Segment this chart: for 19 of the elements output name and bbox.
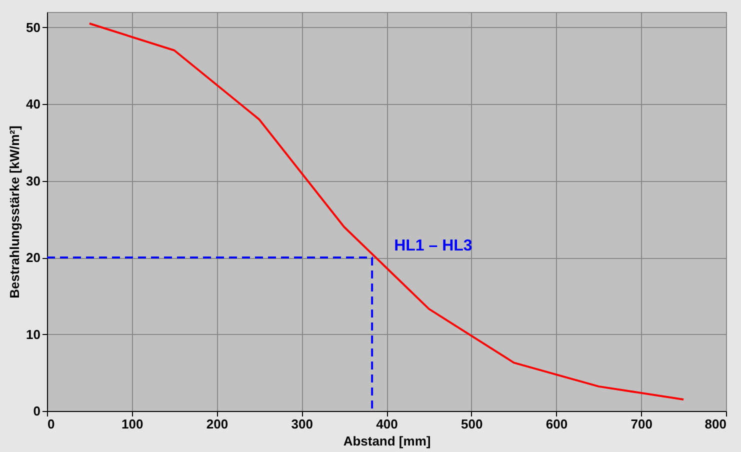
y-tick-label: 0: [33, 404, 40, 418]
x-tick-label: 200: [206, 416, 228, 432]
x-tick-label: 700: [630, 416, 652, 432]
y-tick-label: 30: [26, 173, 40, 188]
x-tick-label: 400: [376, 416, 398, 432]
x-axis-title: Abstand [mm]: [343, 434, 431, 448]
line-series: [88, 22, 685, 400]
y-tick-label: 40: [26, 96, 40, 112]
x-tick-label: 500: [461, 416, 483, 432]
annotation: HL1 – HL3: [394, 238, 472, 255]
x-tick-label: 800: [704, 416, 726, 432]
x-tick-label: 300: [291, 416, 313, 432]
y-tick-label: 20: [26, 250, 40, 266]
y-tick-label: 50: [26, 20, 40, 35]
x-tick-label: 600: [546, 416, 568, 432]
y-tick-label: 10: [26, 326, 40, 342]
x-tick-label: 100: [122, 416, 144, 432]
x-tick-label: 0: [48, 416, 55, 432]
y-axis-title: Bestrahlungsstärke [kW/m²]: [7, 126, 22, 298]
